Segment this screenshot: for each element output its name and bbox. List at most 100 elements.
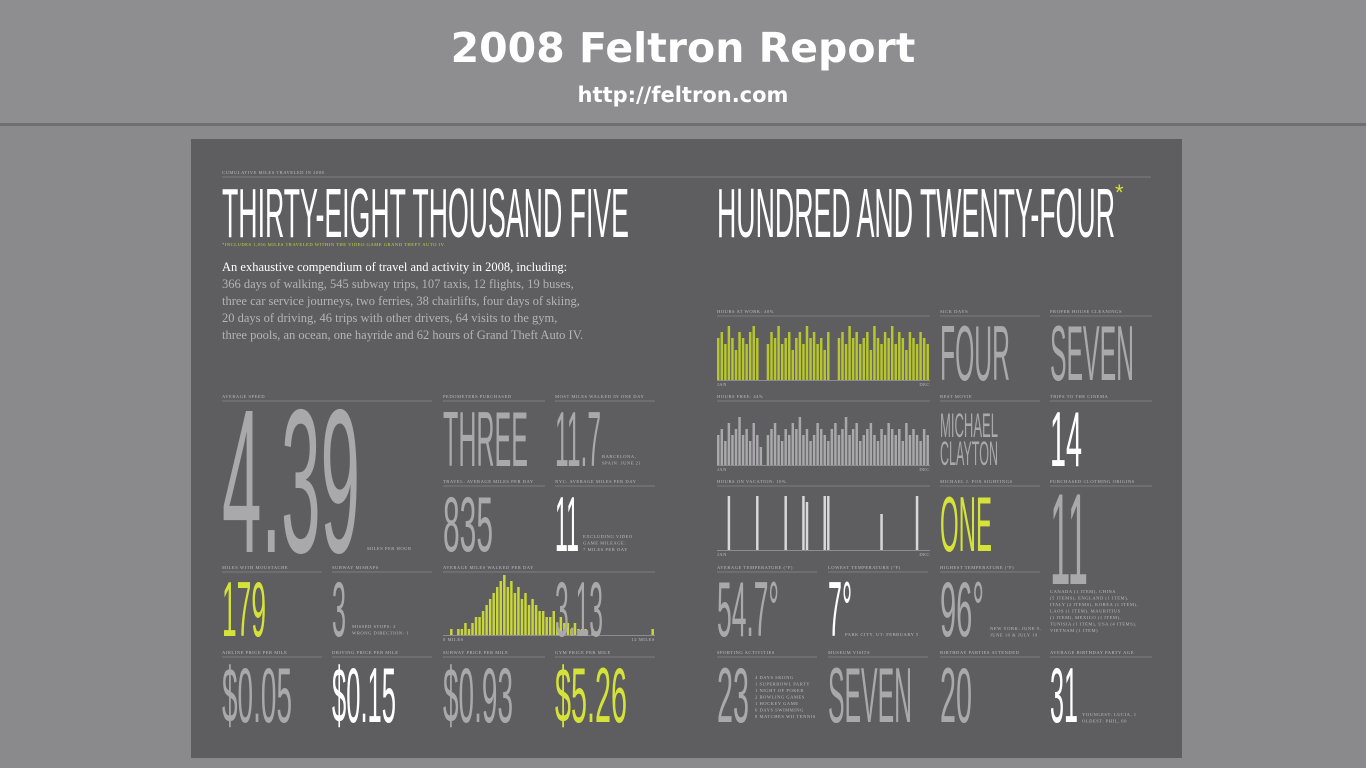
bar bbox=[795, 338, 798, 380]
bar bbox=[745, 344, 748, 380]
stat-note: LAOS (1 ITEM), MAURITIUS bbox=[1050, 609, 1121, 615]
stat-value: 11 bbox=[555, 480, 579, 568]
bar bbox=[866, 429, 869, 465]
stat-label: TRIPS TO THE CINEMA bbox=[1050, 394, 1109, 399]
bar bbox=[464, 623, 467, 635]
bar bbox=[851, 429, 855, 465]
stat-value: 54.7° bbox=[717, 565, 779, 653]
stat-value: SEVEN bbox=[1050, 309, 1134, 397]
bar bbox=[922, 429, 926, 465]
bar bbox=[812, 332, 816, 380]
stat-label: LOWEST TEMPERATURE (°F) bbox=[828, 565, 901, 570]
bar bbox=[766, 344, 770, 380]
bar bbox=[773, 338, 777, 380]
stat-value: $5.26 bbox=[555, 651, 627, 739]
stat-note: JUNE 10 & JULY 19 bbox=[990, 633, 1038, 638]
bar bbox=[926, 344, 929, 380]
stat-value: 23 bbox=[717, 651, 749, 739]
bar bbox=[531, 599, 534, 635]
bar bbox=[908, 435, 912, 465]
bar bbox=[784, 338, 787, 380]
bar bbox=[898, 429, 901, 465]
stat-label: MUSEUM VISITS bbox=[828, 650, 870, 655]
bar bbox=[915, 496, 919, 550]
bar bbox=[752, 423, 755, 465]
bar bbox=[752, 326, 755, 380]
bar bbox=[919, 441, 922, 465]
bar bbox=[802, 496, 805, 550]
bar bbox=[823, 435, 826, 465]
bar bbox=[741, 338, 745, 380]
bar bbox=[748, 332, 752, 380]
bar bbox=[460, 629, 464, 635]
bar bbox=[880, 514, 883, 550]
bar bbox=[876, 338, 880, 380]
bar bbox=[798, 332, 802, 380]
bar bbox=[901, 338, 905, 380]
bar bbox=[827, 496, 830, 550]
headline-left: THIRTY-EIGHT THOUSAND FIVE bbox=[222, 174, 629, 252]
bar bbox=[503, 575, 506, 635]
bar bbox=[915, 344, 919, 380]
stat-label: BIRTHDAY PARTIES ATTENDED bbox=[940, 650, 1020, 655]
bar bbox=[731, 338, 734, 380]
bar bbox=[830, 429, 834, 465]
bar bbox=[524, 593, 527, 635]
bar bbox=[741, 435, 745, 465]
intro-line: three pools, an ocean, one hayride and 6… bbox=[222, 328, 583, 342]
stat-note: (1 ITEM), MEXICO (1 ITEM), bbox=[1050, 615, 1121, 621]
stat-value: CLAYTON bbox=[940, 435, 998, 473]
stat-label: DRIVING PRICE PER MILE bbox=[332, 650, 399, 655]
bar bbox=[770, 332, 773, 380]
bar bbox=[798, 417, 802, 465]
stat-note: MISSED STOPS: 2 bbox=[352, 624, 396, 629]
stat-note: 8 MATCHES WII TENNIS bbox=[755, 714, 816, 719]
bar bbox=[738, 417, 741, 465]
bar bbox=[481, 611, 485, 635]
stat-note: 6 DAYS SWIMMING bbox=[755, 708, 804, 713]
bar bbox=[727, 423, 731, 465]
bar bbox=[591, 629, 594, 635]
bar bbox=[734, 350, 738, 380]
bar bbox=[485, 605, 488, 635]
bar bbox=[788, 435, 791, 465]
bar bbox=[859, 441, 862, 465]
bar bbox=[534, 605, 538, 635]
bar bbox=[488, 599, 492, 635]
bar bbox=[890, 326, 894, 380]
stat-label: HIGHEST TEMPERATURE (°F) bbox=[940, 565, 1014, 570]
bar bbox=[905, 423, 908, 465]
bar bbox=[876, 441, 880, 465]
chart-start: JAN bbox=[717, 467, 727, 472]
bar bbox=[734, 429, 738, 465]
bar bbox=[887, 338, 890, 380]
stat-label: PROPER HOUSE CLEANINGS bbox=[1050, 309, 1122, 314]
chart-start: JAN bbox=[717, 382, 727, 387]
bar bbox=[844, 417, 848, 465]
bar bbox=[577, 629, 580, 635]
bar bbox=[506, 587, 510, 635]
stat-note: SPAIN: JUNE 21 bbox=[602, 461, 641, 466]
stat-value: 4.39 bbox=[222, 367, 360, 596]
headline-right: HUNDRED AND TWENTY-FOUR bbox=[717, 174, 1115, 252]
stat-note: TUNISIA (1 ITEM), USA (4 ITEMS), bbox=[1050, 622, 1137, 628]
bar bbox=[883, 332, 887, 380]
bar bbox=[901, 441, 905, 465]
bar bbox=[720, 429, 724, 465]
stat-label: AVERAGE BIRTHDAY PARTY AGE bbox=[1050, 650, 1134, 655]
bar bbox=[802, 435, 805, 465]
bar bbox=[883, 435, 887, 465]
bar bbox=[570, 629, 573, 635]
stat-note: MILES PER HOUR bbox=[367, 546, 412, 551]
chart-label: AVERAGE MILES WALKED PER DAY bbox=[443, 565, 534, 570]
chart-end: DEC bbox=[919, 467, 930, 472]
bar bbox=[837, 338, 841, 380]
stat-note: 1 SUPERBOWL PARTY bbox=[755, 682, 810, 687]
bar bbox=[812, 435, 816, 465]
bar bbox=[819, 338, 823, 380]
stat-value: $0.05 bbox=[222, 651, 292, 739]
stat-label: PURCHASED CLOTHING ORIGINS bbox=[1050, 479, 1135, 484]
stat-note: EXCLUDING VIDEO bbox=[583, 534, 633, 539]
stat-note: 1 NIGHT OF POKER bbox=[755, 688, 804, 693]
intro-line: 366 days of walking, 545 subway trips, 1… bbox=[222, 277, 574, 291]
